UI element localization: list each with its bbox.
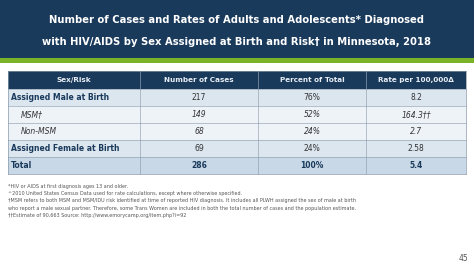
Text: 8.2: 8.2 [410, 93, 422, 102]
Text: ††Estimate of 90,663 Source: http://www.emorycamp.org/item.php?i=92: ††Estimate of 90,663 Source: http://www.… [8, 213, 186, 218]
Text: Rate per 100,000Δ: Rate per 100,000Δ [378, 77, 454, 83]
Bar [8, 106, 466, 123]
Text: 45: 45 [458, 254, 468, 263]
Text: Assigned Female at Birth: Assigned Female at Birth [11, 144, 119, 153]
Text: Sex/Risk: Sex/Risk [57, 77, 91, 83]
Text: MSM†: MSM† [21, 110, 43, 119]
Text: 24%: 24% [303, 127, 320, 136]
Text: 68: 68 [194, 127, 204, 136]
Text: Percent of Total: Percent of Total [280, 77, 344, 83]
Bar [8, 71, 466, 89]
Text: *HIV or AIDS at first diagnosis ages 13 and older.: *HIV or AIDS at first diagnosis ages 13 … [8, 184, 128, 189]
Text: 149: 149 [191, 110, 206, 119]
Text: 2.7: 2.7 [410, 127, 422, 136]
Text: 52%: 52% [303, 110, 320, 119]
Bar [0, 58, 474, 63]
Bar [8, 123, 466, 140]
Text: Total: Total [11, 161, 32, 170]
Bar [8, 89, 466, 106]
Text: Number of Cases: Number of Cases [164, 77, 234, 83]
Text: Assigned Male at Birth: Assigned Male at Birth [11, 93, 109, 102]
Text: †MSM refers to both MSM and MSM/IDU risk identified at time of reported HIV diag: †MSM refers to both MSM and MSM/IDU risk… [8, 198, 356, 203]
Text: 164.3††: 164.3†† [401, 110, 431, 119]
Text: Number of Cases and Rates of Adults and Adolescents* Diagnosed: Number of Cases and Rates of Adults and … [49, 15, 425, 25]
Text: 2.58: 2.58 [408, 144, 424, 153]
Text: who report a male sexual partner. Therefore, some Trans Women are included in bo: who report a male sexual partner. Theref… [8, 206, 356, 211]
Bar [8, 140, 466, 157]
Text: 76%: 76% [303, 93, 320, 102]
Text: 217: 217 [192, 93, 206, 102]
Text: with HIV/AIDS by Sex Assigned at Birth and Risk† in Minnesota, 2018: with HIV/AIDS by Sex Assigned at Birth a… [43, 37, 431, 47]
Bar [8, 157, 466, 174]
Text: 24%: 24% [304, 144, 320, 153]
Text: 100%: 100% [301, 161, 324, 170]
Text: ^2010 United States Census Data used for rate calculations, except where otherwi: ^2010 United States Census Data used for… [8, 191, 242, 196]
Text: 286: 286 [191, 161, 207, 170]
Bar [0, 0, 474, 58]
Text: 69: 69 [194, 144, 204, 153]
Text: Non-MSM: Non-MSM [21, 127, 57, 136]
Text: 5.4: 5.4 [410, 161, 423, 170]
